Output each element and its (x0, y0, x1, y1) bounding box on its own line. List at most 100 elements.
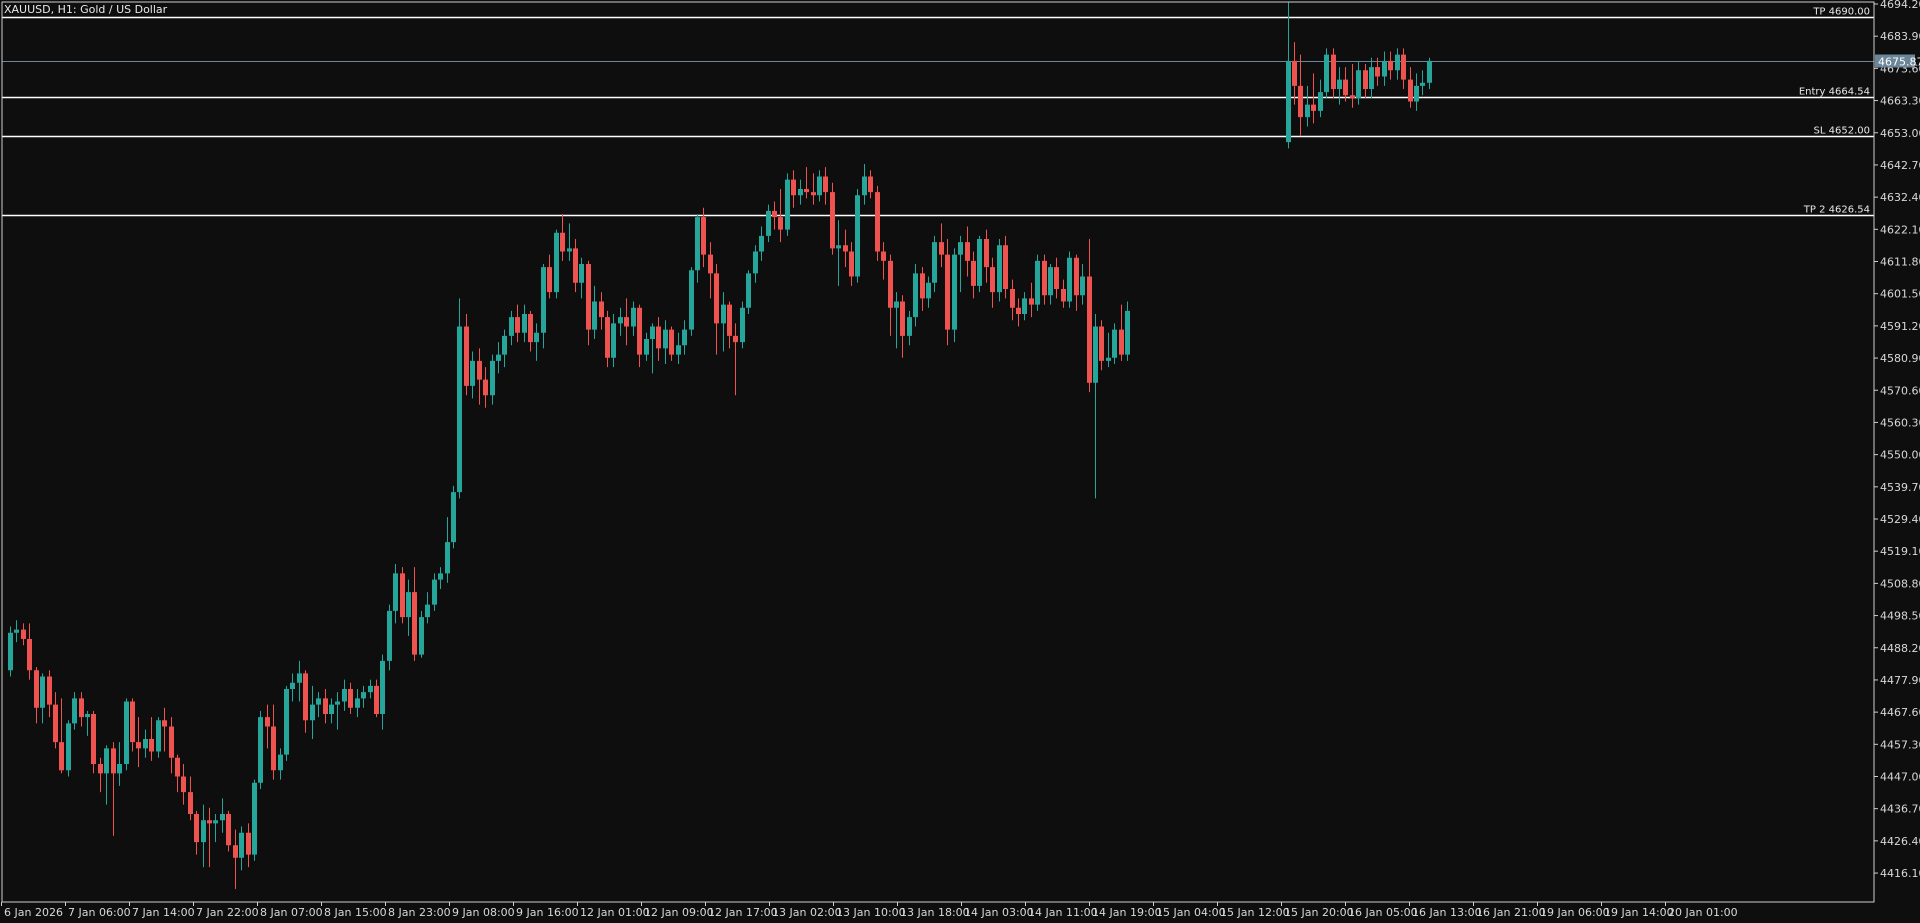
time-axis[interactable]: 6 Jan 2026 7 Jan 06:00 7 Jan 14:00 7 Jan 22… (1, 902, 1738, 919)
y-tick-label: 4622.10 (1880, 223, 1920, 236)
candle (406, 579, 411, 636)
candle-body (1087, 276, 1092, 383)
candle-body (117, 764, 122, 774)
candle (599, 292, 604, 330)
candle (855, 189, 860, 283)
candle-body (1029, 298, 1034, 305)
candle-body (1375, 67, 1380, 77)
candle-body (990, 267, 995, 293)
candle-body (1324, 54, 1329, 93)
candle-body (490, 360, 495, 396)
candle (862, 164, 867, 205)
candle (470, 351, 475, 399)
candle-body (194, 814, 199, 843)
candle (1369, 57, 1374, 99)
candle-body (855, 195, 860, 277)
candle (811, 173, 816, 205)
candle-body (766, 210, 771, 236)
candle (971, 251, 976, 299)
x-tick-label: 7 Jan 14:00 (132, 906, 195, 919)
candle-body (875, 192, 880, 252)
candle-body (727, 304, 732, 336)
candle (900, 295, 905, 358)
x-tick-label: 12 Jan 01:00 (580, 906, 650, 919)
candle (432, 573, 437, 611)
candle-body (380, 660, 385, 714)
candle-body (290, 682, 295, 689)
candle (907, 310, 912, 346)
candle-body (1363, 70, 1368, 89)
candle-body (265, 717, 270, 727)
candle-body (1311, 104, 1316, 111)
candle (265, 704, 270, 749)
candle (958, 235, 963, 293)
candle-body (59, 742, 64, 771)
candle-body (977, 239, 982, 286)
candle (567, 223, 572, 261)
candle-body (329, 704, 334, 714)
candle (149, 717, 154, 761)
candle-body (53, 704, 58, 743)
candle-body (631, 307, 636, 327)
candle-body (1054, 267, 1059, 289)
candle-body (213, 820, 218, 824)
current-price-box (1875, 54, 1915, 68)
candle (278, 748, 283, 780)
candle (329, 698, 334, 724)
candle-body (1061, 289, 1066, 302)
candle-body (971, 260, 976, 286)
candle (945, 239, 950, 346)
candle (522, 304, 527, 343)
candle (708, 242, 713, 299)
candle-body (1356, 70, 1361, 99)
candle (509, 310, 514, 346)
candle-body (785, 179, 790, 230)
candle-body (27, 639, 32, 671)
candle-body (181, 776, 186, 793)
candle-body (958, 242, 963, 255)
x-tick-label: 14 Jan 03:00 (964, 906, 1034, 919)
candle (701, 207, 706, 268)
candle (91, 710, 96, 774)
candle (47, 670, 52, 718)
x-tick-label: 16 Jan 21:00 (1476, 906, 1546, 919)
candle-body (1350, 95, 1355, 99)
candle (342, 679, 347, 711)
y-tick-label: 4611.80 (1880, 256, 1920, 269)
candle (464, 314, 469, 396)
candle (528, 310, 533, 352)
price-axis[interactable]: 4694.204683.904673.604663.304653.004642.… (1874, 0, 1920, 880)
candle-body (1331, 54, 1336, 89)
candle (656, 317, 661, 361)
candle-body (1119, 329, 1124, 355)
candle (98, 757, 103, 793)
candle-body (464, 326, 469, 386)
candle-body (907, 317, 912, 336)
candle (637, 304, 642, 368)
y-tick-label: 4467.60 (1880, 706, 1920, 719)
candle (496, 342, 501, 374)
candle (1010, 279, 1015, 321)
candle (753, 245, 758, 283)
y-tick-label: 4488.20 (1880, 642, 1920, 655)
candle (380, 654, 385, 730)
candle-body (66, 723, 71, 771)
candle-body (175, 757, 180, 777)
candle-body (952, 254, 957, 330)
candle (290, 673, 295, 702)
candle-body (335, 701, 340, 705)
candle (502, 329, 507, 368)
candle (438, 567, 443, 589)
candle (1016, 298, 1021, 327)
candle-body (695, 217, 700, 271)
candle (990, 257, 995, 308)
y-tick-label: 4642.70 (1880, 159, 1920, 172)
candle-body (303, 673, 308, 721)
candle-body (772, 210, 777, 218)
x-tick-label: 9 Jan 16:00 (516, 906, 579, 919)
candle-body (528, 314, 533, 343)
candle-body (355, 698, 360, 708)
candle-body (348, 689, 353, 708)
candle (1363, 64, 1368, 99)
